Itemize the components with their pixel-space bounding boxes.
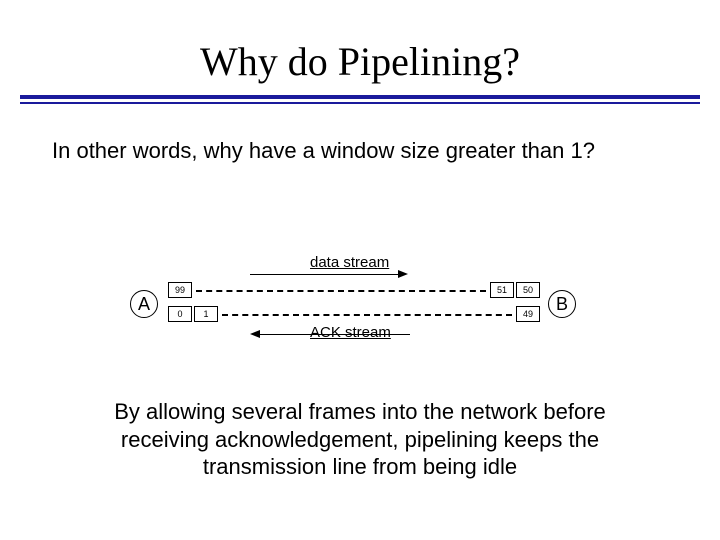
node-b: B xyxy=(548,290,576,318)
packet-bot-1: 1 xyxy=(194,306,218,322)
node-a: A xyxy=(130,290,158,318)
subtitle-text: In other words, why have a window size g… xyxy=(0,104,720,164)
packet-top-99: 99 xyxy=(168,282,192,298)
ack-stream-label: ACK stream xyxy=(310,324,391,341)
slide-title: Why do Pipelining? xyxy=(0,0,720,95)
data-stream-arrow-head xyxy=(398,270,408,278)
packet-top-50: 50 xyxy=(516,282,540,298)
data-stream-arrow-line xyxy=(250,274,400,275)
ack-stream-arrow-head xyxy=(250,330,260,338)
body-text: By allowing several frames into the netw… xyxy=(80,398,640,481)
pipeline-diagram: data stream A 99 51 50 B 0 1 49 ACK stre… xyxy=(0,254,720,364)
ack-flow-dashes xyxy=(222,314,512,316)
packet-bot-49: 49 xyxy=(516,306,540,322)
packet-top-51: 51 xyxy=(490,282,514,298)
slide: Why do Pipelining? In other words, why h… xyxy=(0,0,720,540)
packet-bot-0: 0 xyxy=(168,306,192,322)
title-rule xyxy=(20,95,700,104)
data-stream-label: data stream xyxy=(310,254,389,271)
data-flow-dashes xyxy=(196,290,486,292)
rule-thick xyxy=(20,95,700,99)
